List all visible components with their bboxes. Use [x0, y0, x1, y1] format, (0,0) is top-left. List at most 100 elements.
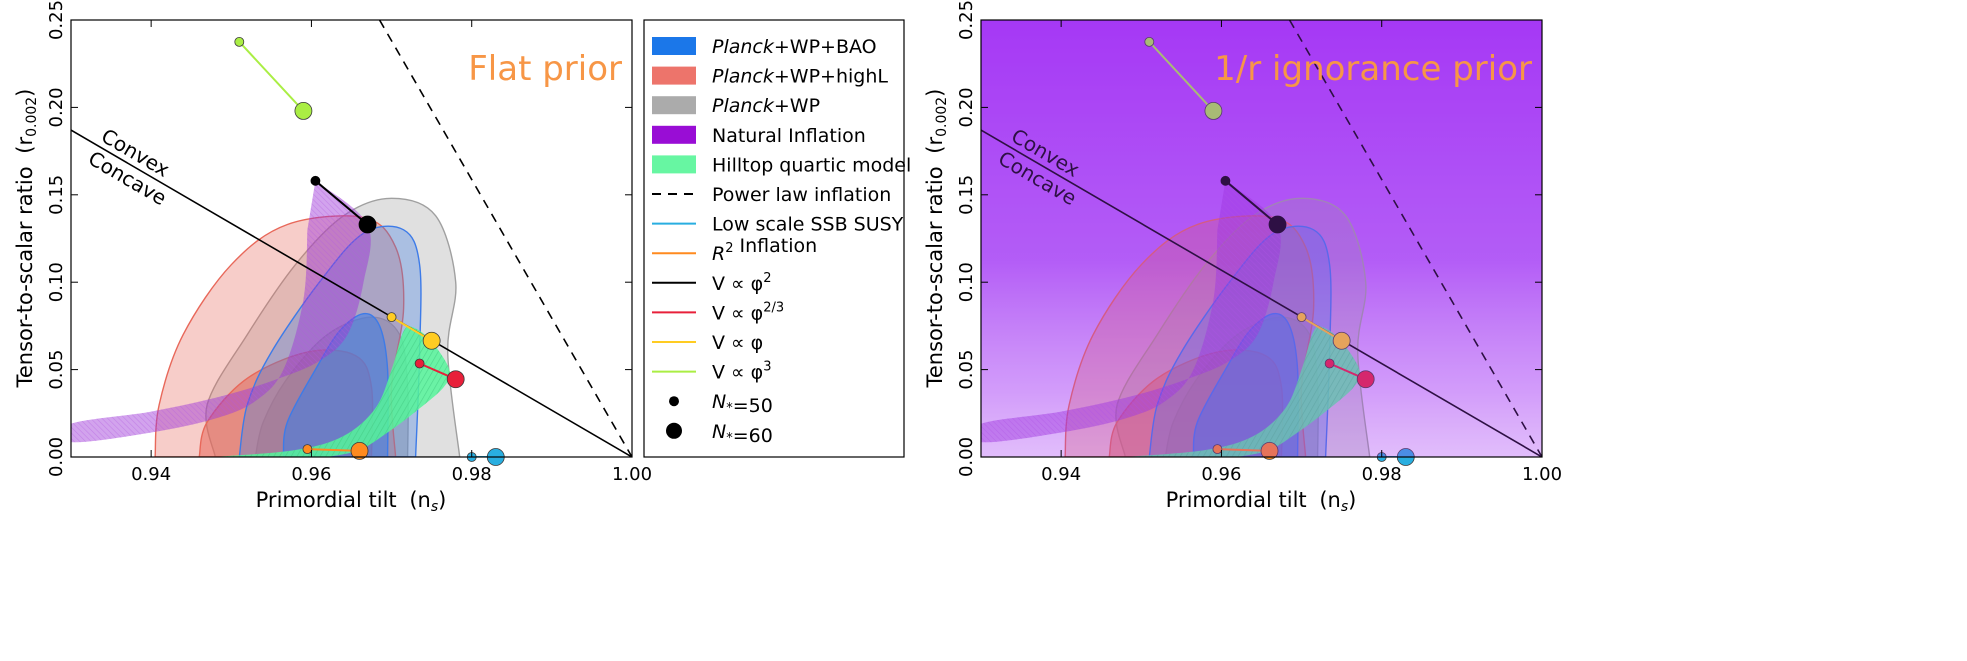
left-xlabel-sub: s [431, 499, 438, 515]
right-x-axis-label: Primordial tilt (ns) [1166, 488, 1357, 515]
right-xlabel-text: Primordial tilt [1166, 488, 1307, 512]
legend-label-sup: 2/3 [763, 300, 784, 315]
svg-text:Tensor-to-scalar ratio: Tensor-to-scalar ratio (r0.002) [13, 89, 40, 389]
legend-label-main: N [712, 391, 726, 413]
legend-entry-13: N*=60 [666, 421, 773, 447]
hilltop-quartic-hatch [215, 326, 451, 457]
model-point-n50-v-2 [1220, 175, 1231, 186]
model-point-n60-v-2 [1268, 215, 1287, 234]
legend-entry-0: Planck+WP+BAO [652, 36, 877, 58]
legend-label-suffix: =60 [733, 425, 773, 447]
model-point-n50-v-2 [310, 175, 321, 186]
legend-label-main: Planck [712, 95, 775, 117]
legend-swatch [652, 96, 696, 115]
model-line-v-2 [314, 180, 369, 226]
model-point-n60-v-2 [358, 215, 377, 234]
model-point-n60-v-3 [1204, 101, 1223, 120]
legend-label-sup: 2 [725, 241, 733, 256]
y-tick-label: 0.10 [956, 262, 977, 302]
x-tick-label: 0.94 [1041, 464, 1081, 485]
model-point-n50-v [1296, 312, 1307, 323]
left-ylabel-text: Tensor-to-scalar ratio [13, 166, 37, 388]
legend-label-suffix: +WP+highL [774, 66, 889, 88]
y-tick-label: 0.10 [46, 262, 67, 302]
legend-label: Low scale SSB SUSY [712, 214, 904, 236]
model-line-v-3 [238, 41, 305, 112]
x-tick-label: 1.00 [612, 464, 652, 485]
legend-label-main: V ∝ φ [712, 362, 763, 384]
contour-inner-planck-wp-bao [1192, 312, 1299, 457]
power-law-inflation-line [1288, 20, 1542, 457]
legend-label-main: Planck [712, 36, 775, 58]
y-tick-label: 0.25 [46, 0, 67, 40]
left-xlabel-close: ) [438, 488, 446, 512]
legend-label-main: V ∝ φ [712, 302, 763, 324]
hilltop-quartic-hatch [1125, 326, 1361, 457]
right-prior-tint [981, 20, 1542, 457]
x-tick-label: 0.98 [1362, 464, 1402, 485]
left-axis-ticks: 0.94 0.96 0.98 1.00 0.00 0.05 0.10 0.15 0.20 0.25 [46, 0, 652, 485]
model-point-n50-v-2-3 [1324, 358, 1335, 369]
legend-entry-2: Planck+WP [652, 95, 820, 117]
legend-entry-8: V ∝ φ2 [652, 271, 771, 295]
x-tick-label: 0.98 [452, 464, 492, 485]
legend-frame [643, 19, 905, 458]
y-tick-label: 0.15 [46, 175, 67, 215]
model-point-n50-v-2-3 [414, 358, 425, 369]
legend-label: Natural Inflation [712, 125, 866, 147]
legend-label: N*=60 [712, 421, 773, 447]
left-plot-frame [70, 19, 633, 458]
legend-entry-7: R2 Inflation [652, 235, 817, 265]
model-point-n50-v-3 [234, 36, 245, 47]
legend-entry-6: Low scale SSB SUSY [652, 214, 904, 236]
legend-entry-11: V ∝ φ3 [652, 360, 771, 384]
legend-label-sub: * [726, 401, 733, 416]
y-tick-label: 0.05 [46, 350, 67, 390]
natural-inflation-hatch [981, 180, 1281, 443]
legend-label: Planck+WP [712, 95, 820, 117]
model-point-n50-v [386, 312, 397, 323]
legend-label-suffix: =50 [733, 395, 773, 417]
right-ylabel-sym: (r [923, 137, 947, 154]
model-point-n60-v-2-3 [446, 370, 465, 389]
x-tick-label: 0.96 [1201, 464, 1241, 485]
legend-entry-5: Power law inflation [652, 184, 891, 206]
right-xlabel-sub: s [1341, 499, 1348, 515]
left-ylabel-sym: (r [13, 137, 37, 154]
model-line-v-2 [1224, 180, 1279, 226]
legend-label: V ∝ φ2/3 [712, 300, 784, 324]
model-point-n60-v-2-3 [1356, 370, 1375, 389]
y-tick-label: 0.25 [956, 0, 977, 40]
model-point-n60-r-2-inflation [1260, 441, 1279, 460]
plot-contents [71, 20, 632, 457]
left-chart-title: Flat prior [468, 49, 622, 89]
right-chart-title: 1/r ignorance prior [1214, 49, 1532, 89]
legend-label: Planck+WP+highL [712, 66, 888, 88]
legend-label: R2 Inflation [712, 235, 817, 265]
legend-label-main: Power law inflation [712, 184, 891, 206]
legend: Planck+WP+BAOPlanck+WP+highLPlanck+WPNat… [643, 19, 911, 458]
y-tick-label: 0.20 [46, 87, 67, 127]
legend-swatch [652, 125, 696, 144]
left-xlabel-sym: (n [409, 488, 431, 512]
model-point-n50-r-2-inflation [302, 444, 313, 455]
model-point-n60-r-2-inflation [350, 441, 369, 460]
legend-label-main: Hilltop quartic model [712, 154, 911, 176]
legend-entry-10: V ∝ φ [652, 332, 763, 354]
legend-swatch [652, 37, 696, 55]
legend-dot-small [669, 396, 679, 407]
legend-label: V ∝ φ3 [712, 360, 771, 384]
x-tick-label: 1.00 [1522, 464, 1562, 485]
legend-label: V ∝ φ2 [712, 271, 771, 295]
legend-swatch [652, 66, 696, 85]
legend-label: Planck+WP+BAO [712, 36, 877, 58]
legend-label-sup: 3 [763, 360, 771, 375]
legend-items: Planck+WP+BAOPlanck+WP+highLPlanck+WPNat… [652, 36, 911, 447]
model-point-n60-v-3 [294, 101, 313, 120]
right-xlabel-sym: (n [1319, 488, 1341, 512]
legend-label-main: R [712, 243, 725, 265]
